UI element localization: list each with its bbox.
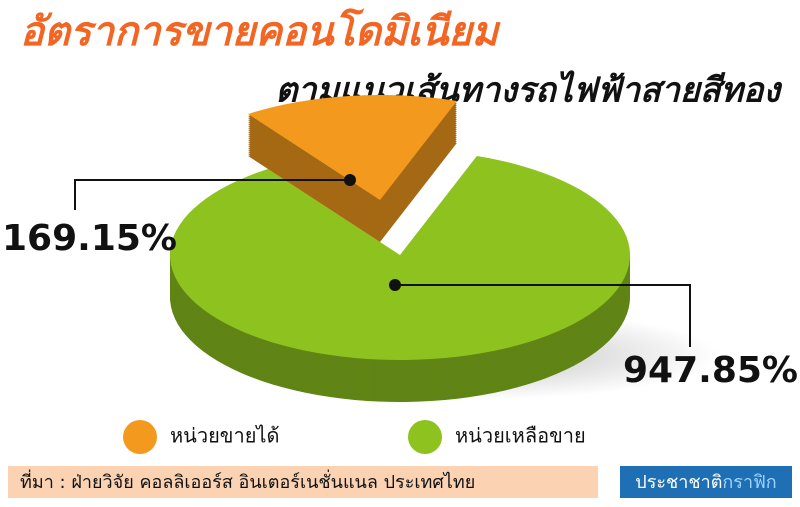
legend: หน่วยขายได้ หน่วยเหลือขาย xyxy=(123,420,586,454)
credit: ประชาชาติกราฟิก xyxy=(635,472,776,493)
legend-label: หน่วยเหลือขาย xyxy=(455,424,586,448)
leader-line xyxy=(74,179,350,210)
leader-line xyxy=(395,284,691,347)
pie: 169.15% 947.85% xyxy=(2,95,798,402)
slice xyxy=(169,156,630,361)
credit-box xyxy=(620,466,792,498)
slice xyxy=(248,95,457,200)
credit-name: ประชาชาติ xyxy=(635,472,722,493)
legend-label: หน่วยขายได้ xyxy=(170,424,279,448)
source: ที่มา : ฝ่ายวิจัย คอลลิเออร์ส อินเตอร์เน… xyxy=(20,469,475,493)
source-box xyxy=(8,466,598,498)
legend-swatch xyxy=(123,420,157,454)
data-label: 947.85% xyxy=(623,350,798,391)
data-label: 169.15% xyxy=(2,218,177,259)
credit-tag: กราฟิก xyxy=(722,472,776,493)
chart-title: อัตราการขายคอนโดมิเนียม xyxy=(20,7,501,55)
legend-swatch xyxy=(408,420,442,454)
